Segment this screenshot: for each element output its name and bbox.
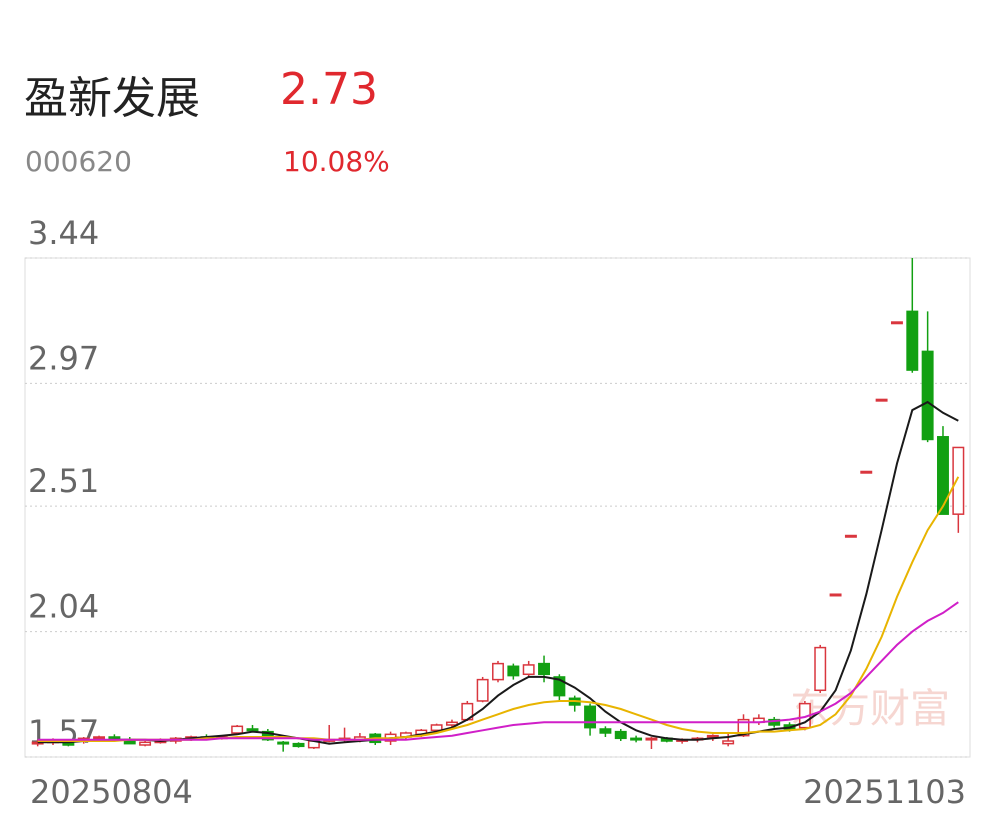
ma-line: [37, 400, 959, 745]
candle-body: [706, 734, 719, 738]
candle-body: [93, 736, 106, 740]
y-tick-label: 2.04: [28, 588, 99, 626]
candle-body: [231, 725, 244, 734]
candle-body: [860, 470, 873, 474]
candle-body: [937, 436, 949, 515]
candle-body: [108, 736, 121, 740]
candle-body: [492, 662, 504, 681]
candle-body: [538, 662, 550, 676]
candle-body: [722, 740, 735, 745]
candle-body: [645, 737, 658, 741]
candle-body: [261, 730, 274, 741]
stock-name: 盈新发展: [24, 73, 200, 124]
x-tick-label: 20251103: [803, 773, 966, 811]
stock-price: 2.73: [280, 64, 378, 115]
plot-frame: [24, 257, 971, 758]
candle-body: [906, 310, 919, 371]
candle-body: [875, 398, 888, 402]
ma-line: [37, 601, 959, 741]
candle-body: [829, 593, 842, 597]
y-tick-label: 2.51: [28, 462, 99, 500]
candle-body: [921, 350, 934, 441]
candle-body: [844, 534, 857, 538]
stock-code: 000620: [25, 145, 132, 178]
y-tick-label: 2.97: [28, 339, 99, 377]
candle-body: [630, 737, 643, 741]
candle-body: [952, 446, 965, 515]
candle-body: [139, 741, 152, 746]
x-tick-label: 20250804: [30, 773, 193, 811]
y-tick-label: 3.44: [28, 214, 99, 252]
candle-body: [522, 664, 535, 676]
candle-body: [814, 646, 827, 692]
candle-body: [890, 321, 903, 325]
candle-body: [446, 721, 458, 726]
watermark: 东方财富: [790, 686, 950, 732]
candle-body: [737, 718, 750, 737]
candle-body: [507, 665, 520, 677]
candle-body: [430, 724, 443, 732]
candle-body: [599, 728, 612, 734]
candle-body: [246, 728, 259, 732]
candle-body: [584, 705, 597, 729]
candle-body: [614, 730, 627, 740]
candle-body: [292, 742, 305, 748]
candle-body: [553, 676, 566, 697]
candle-body: [277, 741, 290, 745]
price-change: 10.08%: [283, 145, 390, 178]
candle-body: [476, 678, 489, 702]
